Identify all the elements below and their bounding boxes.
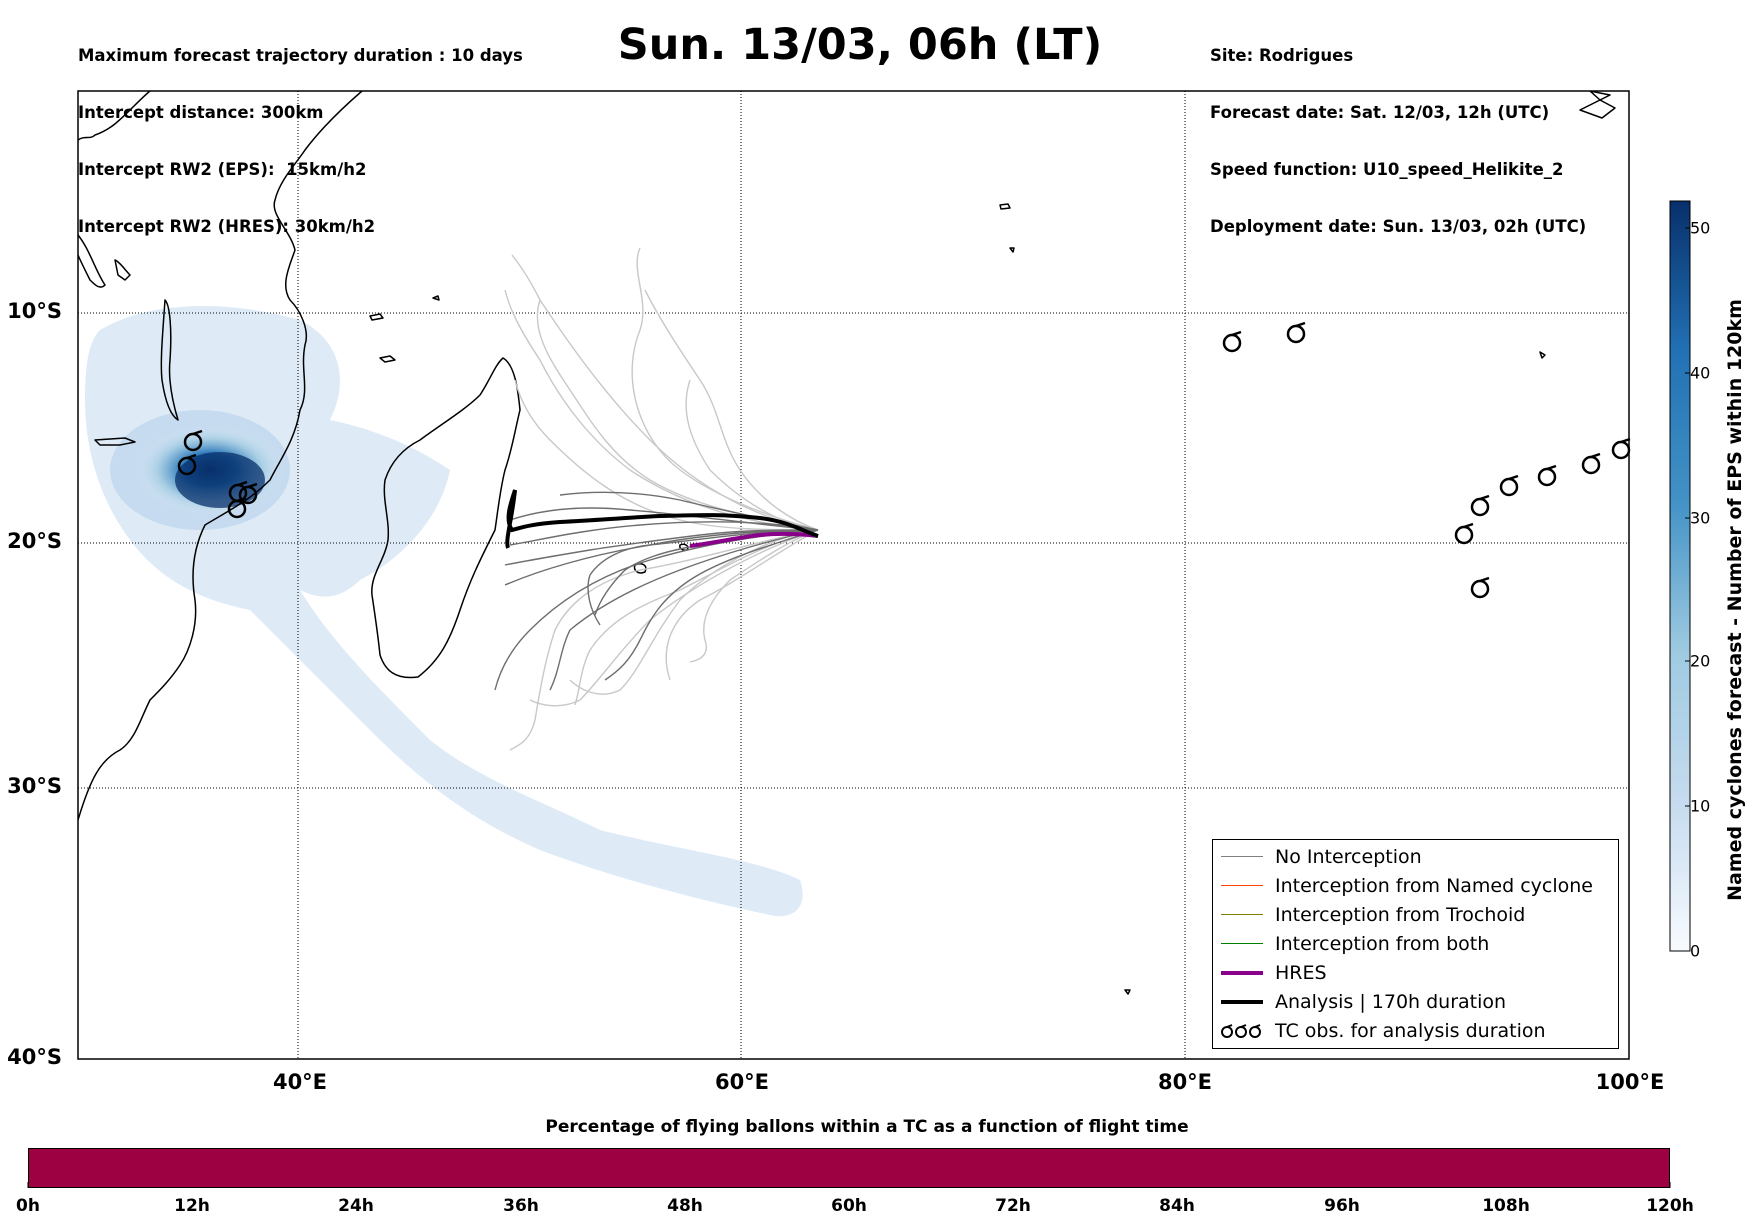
time-label: 72h xyxy=(995,1196,1031,1216)
cyclone-symbol-icon xyxy=(1222,330,1242,353)
analysis-trajectory xyxy=(505,489,819,549)
time-label: 48h xyxy=(667,1196,703,1216)
colorbar-tick-label: 20 xyxy=(1690,651,1711,671)
lat-label: 40°S xyxy=(7,1045,62,1069)
colorbar-tick-label: 50 xyxy=(1690,218,1711,238)
map-legend: No Interception Interception from Named … xyxy=(1212,839,1619,1049)
legend-item-analysis: Analysis | 170h duration xyxy=(1213,989,1618,1015)
lon-label: 100°E xyxy=(1595,1070,1665,1094)
colorbar-tick-label: 40 xyxy=(1690,363,1711,383)
cyclone-symbol-icon xyxy=(1581,452,1601,475)
legend-item-trochoid: Interception from Trochoid xyxy=(1213,902,1618,928)
lat-label: 20°S xyxy=(7,529,62,553)
colorbar-tick-label: 30 xyxy=(1690,508,1711,528)
legend-item-tc-obs: TC obs. for analysis duration xyxy=(1213,1018,1618,1044)
lat-label: 10°S xyxy=(7,299,62,323)
cyclone-symbol-icon xyxy=(1499,474,1519,497)
cyclone-symbol-icon xyxy=(183,429,203,452)
legend-item-no-interception: No Interception xyxy=(1213,844,1618,870)
cyclone-symbol-icon xyxy=(1470,576,1490,599)
lon-label: 80°E xyxy=(1157,1070,1213,1094)
legend-item-named-cyclone: Interception from Named cyclone xyxy=(1213,873,1618,899)
cyclone-symbol-icon xyxy=(1537,464,1557,487)
cyclone-symbol-icon xyxy=(1470,494,1490,517)
time-label: 108h xyxy=(1482,1196,1530,1216)
lon-label: 60°E xyxy=(714,1070,770,1094)
time-label: 84h xyxy=(1159,1196,1195,1216)
lat-label: 30°S xyxy=(7,774,62,798)
colorbar-label: Named cyclones forecast - Number of EPS … xyxy=(1724,299,1746,901)
legend-label: Analysis | 170h duration xyxy=(1275,991,1507,1013)
legend-item-hres: HRES xyxy=(1213,960,1618,986)
cyclone-symbol-icon xyxy=(177,453,197,476)
colorbar-ticks xyxy=(1685,227,1690,952)
colorbar-tick-label: 10 xyxy=(1690,796,1711,816)
time-label: 96h xyxy=(1324,1196,1360,1216)
speed-line: Speed function: U10_speed_Helikite_2 xyxy=(1210,160,1564,179)
legend-label: Interception from Trochoid xyxy=(1275,904,1526,926)
eps-density-field xyxy=(85,306,803,917)
colorbar-tick-label: 0 xyxy=(1690,941,1701,961)
flight-bar-title: Percentage of flying ballons within a TC… xyxy=(545,1117,1189,1137)
page-title: Sun. 13/03, 06h (LT) xyxy=(617,20,1103,70)
legend-label: HRES xyxy=(1275,962,1327,984)
coastlines xyxy=(78,91,1616,995)
site-info: Site: Rodrigues Forecast date: Sat. 12/0… xyxy=(1210,8,1586,255)
cyclone-symbol-icon xyxy=(1221,1024,1261,1038)
legend-item-both: Interception from both xyxy=(1213,931,1618,957)
time-label: 0h xyxy=(16,1196,40,1216)
forecast-line: Forecast date: Sat. 12/03, 12h (UTC) xyxy=(1210,103,1550,122)
time-label: 24h xyxy=(338,1196,374,1216)
flight-time-bar xyxy=(28,1148,1670,1188)
cyclone-symbol-icon xyxy=(227,496,247,519)
cyclone-symbol-icon xyxy=(1611,437,1631,460)
colorbar-gradient xyxy=(1669,200,1691,952)
legend-label: Interception from both xyxy=(1275,933,1490,955)
cyclone-symbol-icon xyxy=(238,482,258,505)
hres-trajectory xyxy=(689,531,819,548)
time-label: 120h xyxy=(1646,1196,1694,1216)
legend-label: TC obs. for analysis duration xyxy=(1275,1020,1546,1042)
param-line: Intercept RW2 (HRES): 30km/h2 xyxy=(78,217,376,236)
time-label: 60h xyxy=(831,1196,867,1216)
legend-label: Interception from Named cyclone xyxy=(1275,875,1593,897)
site-line: Site: Rodrigues xyxy=(1210,46,1354,65)
time-label: 36h xyxy=(503,1196,539,1216)
lon-label: 40°E xyxy=(272,1070,328,1094)
map-frame xyxy=(77,90,1630,1060)
legend-label: No Interception xyxy=(1275,846,1422,868)
param-line: Maximum forecast trajectory duration : 1… xyxy=(78,46,523,65)
eps-trajectories-dark xyxy=(494,491,819,691)
param-line: Intercept RW2 (EPS): 15km/h2 xyxy=(78,160,367,179)
param-line: Intercept distance: 300km xyxy=(78,103,324,122)
graticule xyxy=(78,91,1629,1059)
time-label: 12h xyxy=(174,1196,210,1216)
tc-observations xyxy=(177,321,1631,599)
cyclone-symbol-icon xyxy=(1454,522,1474,545)
deployment-line: Deployment date: Sun. 13/03, 02h (UTC) xyxy=(1210,217,1587,236)
cyclone-symbol-icon xyxy=(1286,321,1306,344)
eps-trajectories-light xyxy=(504,247,819,751)
run-parameters: Maximum forecast trajectory duration : 1… xyxy=(78,8,523,255)
